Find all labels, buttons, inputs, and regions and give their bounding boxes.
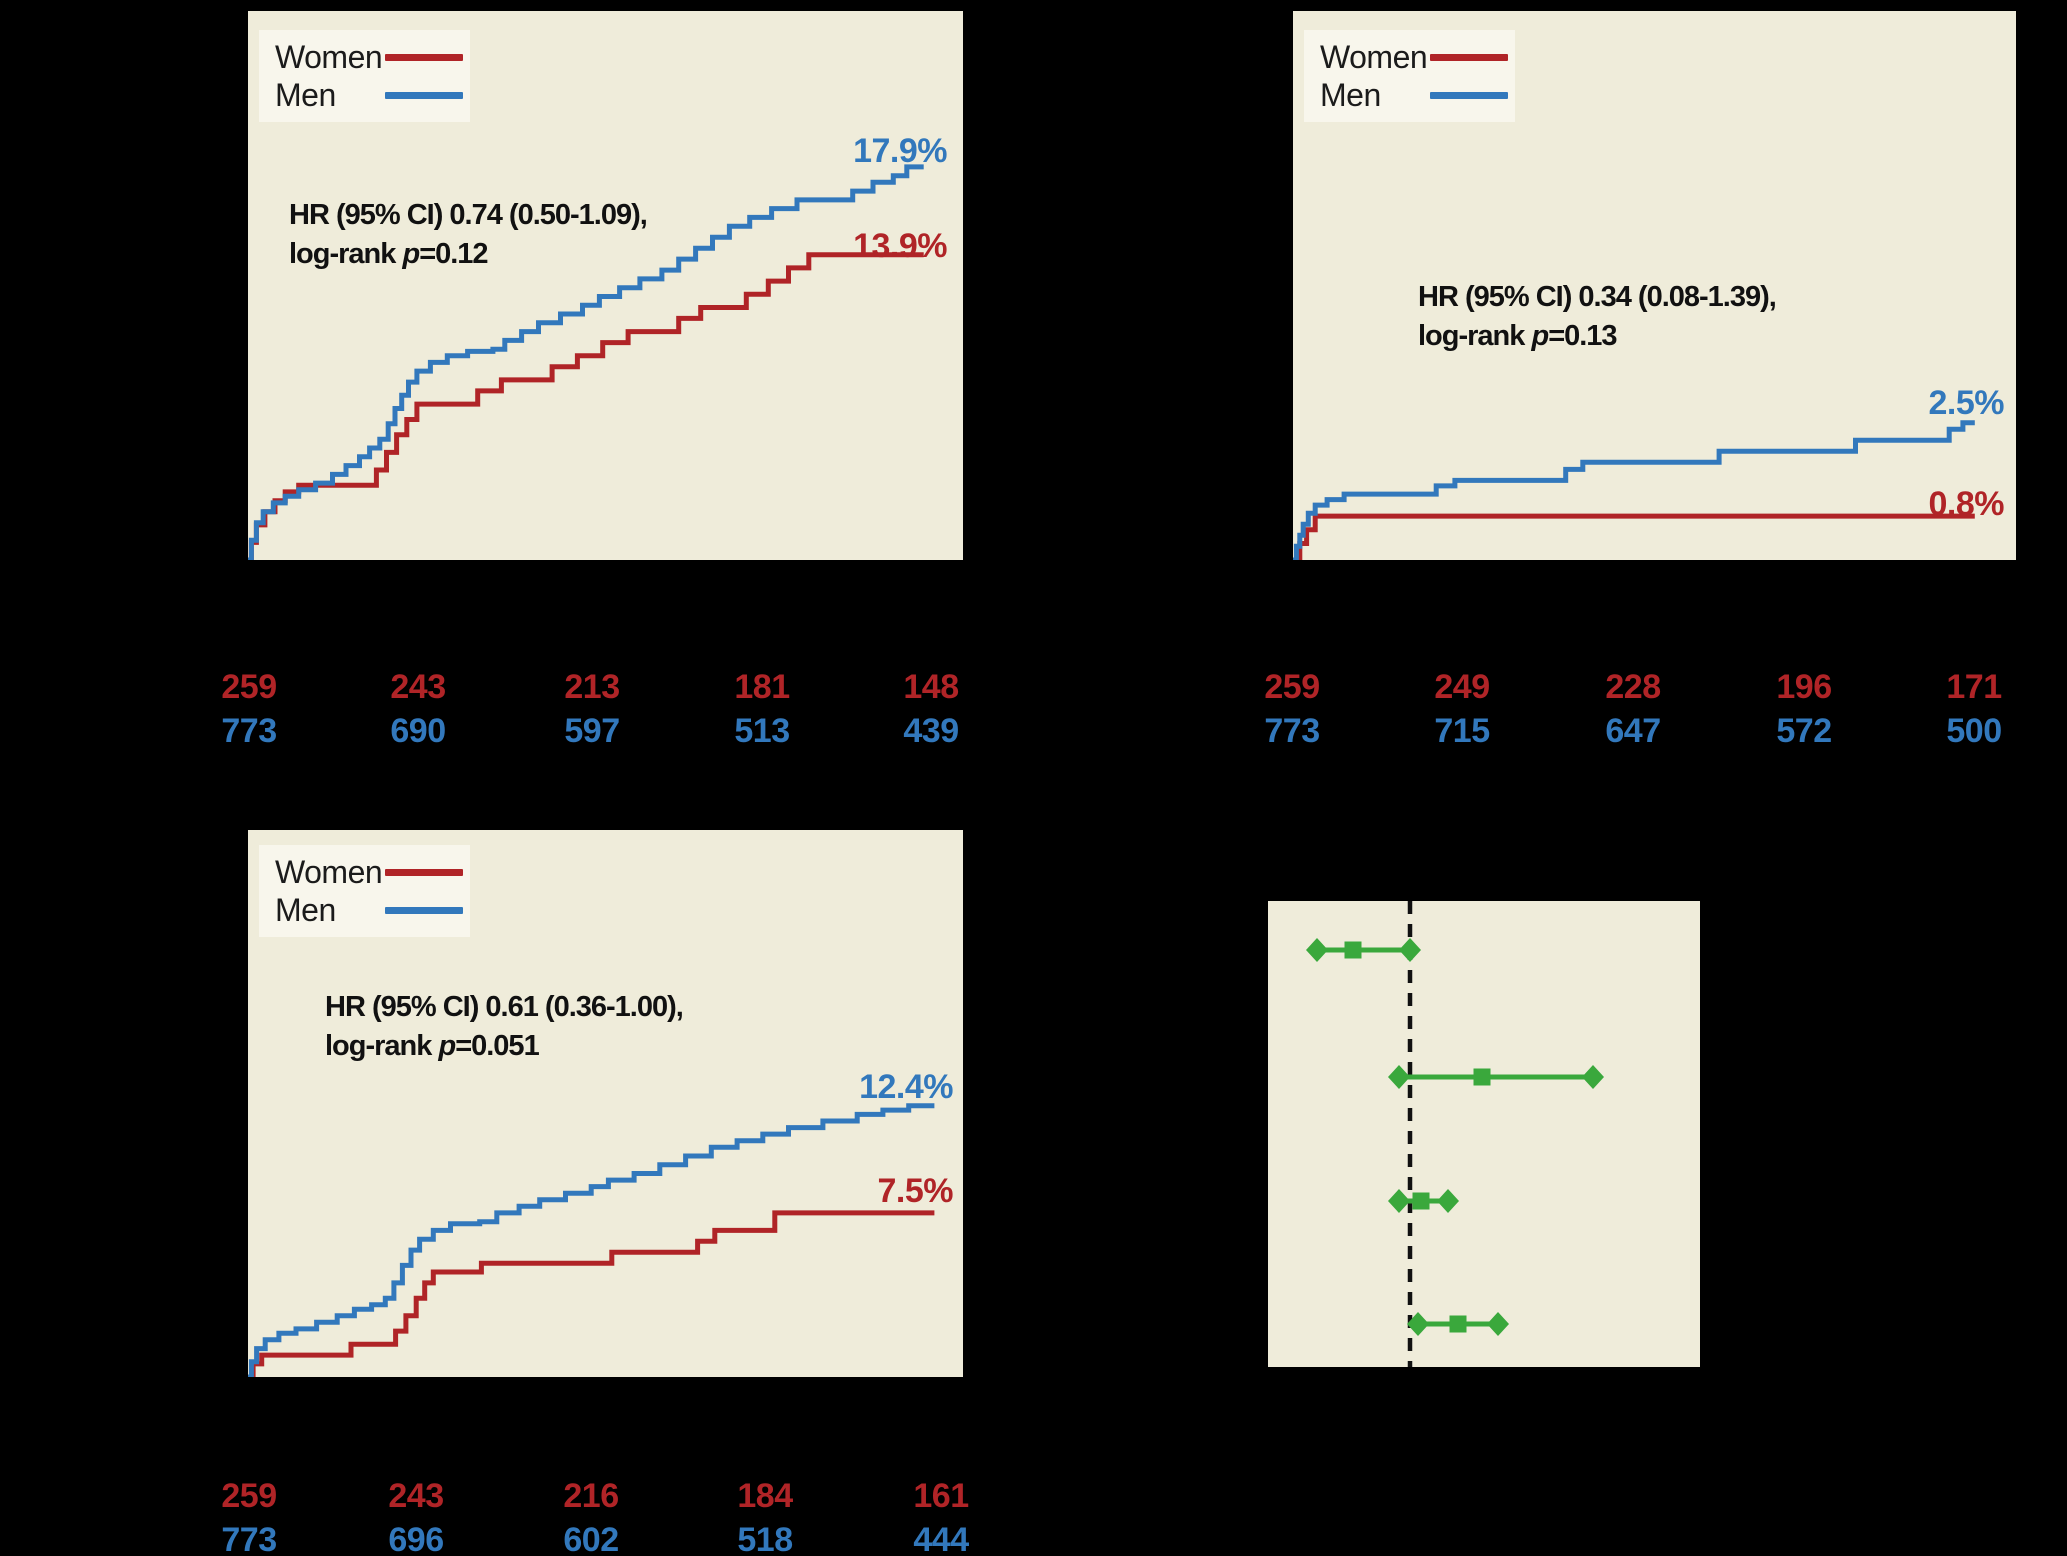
hr-p-symbol: p [402,238,420,270]
legend-row-men: Men [1320,76,1515,114]
at-risk-count-women: 216 [563,1477,619,1515]
at-risk-count-women: 213 [564,668,620,706]
point-estimate-square-icon [1473,1068,1491,1086]
at-risk-count-women: 243 [390,668,446,706]
hr-annotation-bottom-left: HR (95% CI) 0.61 (0.36-1.00), log-rank p… [325,988,684,1066]
hr-annotation-top-right: HR (95% CI) 0.34 (0.08-1.39), log-rank p… [1418,278,1777,356]
km-curve-women [248,252,924,560]
legend-bottom-left: Women Men [259,845,470,937]
legend-row-women: Women [275,853,470,891]
hr-p-value: =0.051 [455,1030,540,1062]
hr-line2-prefix: log-rank [1418,320,1532,352]
ci-bound-diamond-icon [1388,1189,1410,1213]
men-endpoint-pct-top-right: 2.5% [1928,384,2005,422]
at-risk-count-men: 572 [1776,712,1832,750]
at-risk-count-men: 647 [1605,712,1661,750]
at-risk-count-men: 444 [913,1521,969,1556]
ci-bound-diamond-icon [1388,1065,1410,1089]
legend-men-label: Men [275,891,336,928]
point-estimate-square-icon [1412,1192,1430,1210]
km-curve-women [248,1210,935,1377]
legend-row-men: Men [275,891,470,929]
legend-men-label: Men [275,76,336,113]
at-risk-count-women: 171 [1946,668,2002,706]
forest-plot-markers [1306,901,1604,1367]
women-line-swatch-icon [1430,53,1508,61]
point-estimate-square-icon [1449,1315,1467,1333]
men-line-swatch-icon [385,906,463,914]
km-curve-women [1293,513,1975,560]
hr-line2-prefix: log-rank [325,1030,439,1062]
ci-bound-diamond-icon [1487,1312,1509,1336]
women-line-swatch-icon [385,53,463,61]
km-curve-men [1293,420,1975,560]
at-risk-count-men: 773 [221,1521,277,1556]
at-risk-count-men: 439 [903,712,959,750]
legend-row-women: Women [275,38,470,76]
men-line-swatch-icon [385,91,463,99]
at-risk-count-women: 184 [737,1477,793,1515]
hr-p-symbol: p [438,1030,456,1062]
legend-men-label: Men [1320,76,1381,113]
km-curve-men [248,164,924,560]
ci-bound-diamond-icon [1306,938,1328,962]
at-risk-count-women: 161 [913,1477,969,1515]
at-risk-count-men: 773 [221,712,277,750]
hr-line1: HR (95% CI) 0.74 (0.50-1.09), [289,199,648,231]
at-risk-count-men: 597 [564,712,620,750]
km-panel-bottom-left: Women Men HR (95% CI) 0.61 (0.36-1.00), … [248,830,963,1377]
at-risk-count-women: 243 [388,1477,444,1515]
km-panel-top-left: Women Men HR (95% CI) 0.74 (0.50-1.09), … [248,11,963,560]
at-risk-count-women: 259 [1264,668,1320,706]
women-endpoint-pct-bottom-left: 7.5% [877,1172,954,1210]
hr-line1: HR (95% CI) 0.61 (0.36-1.00), [325,991,684,1023]
km-curves-top-left [248,164,924,560]
at-risk-count-women: 181 [734,668,790,706]
legend-women-label: Women [1320,38,1428,75]
km-curves-top-right [1293,420,1975,560]
ci-bound-diamond-icon [1399,938,1421,962]
women-line-swatch-icon [385,868,463,876]
at-risk-count-men: 518 [737,1521,793,1556]
legend-top-right: Women Men [1304,30,1515,122]
km-curve-men [248,1103,935,1377]
at-risk-count-men: 715 [1434,712,1490,750]
ci-bound-diamond-icon [1437,1189,1459,1213]
at-risk-count-women: 196 [1776,668,1832,706]
forest-plot-panel [1268,901,1700,1367]
legend-women-label: Women [275,38,383,75]
men-endpoint-pct-bottom-left: 12.4% [859,1068,953,1106]
ci-bound-diamond-icon [1582,1065,1604,1089]
women-endpoint-pct-top-right: 0.8% [1928,485,2005,523]
ci-bound-diamond-icon [1407,1312,1429,1336]
at-risk-count-women: 148 [903,668,959,706]
at-risk-count-women: 228 [1605,668,1661,706]
hr-annotation-top-left: HR (95% CI) 0.74 (0.50-1.09), log-rank p… [289,196,648,274]
at-risk-count-men: 696 [388,1521,444,1556]
legend-top-left: Women Men [259,30,470,122]
hr-line2-prefix: log-rank [289,238,403,270]
at-risk-count-men: 602 [563,1521,619,1556]
legend-row-women: Women [1320,38,1515,76]
at-risk-count-women: 259 [221,1477,277,1515]
hr-line1: HR (95% CI) 0.34 (0.08-1.39), [1418,281,1777,313]
at-risk-count-women: 259 [221,668,277,706]
legend-women-label: Women [275,853,383,890]
hr-p-value: =0.13 [1548,320,1617,352]
at-risk-count-men: 500 [1946,712,2002,750]
at-risk-count-women: 249 [1434,668,1490,706]
at-risk-count-men: 513 [734,712,790,750]
hr-p-symbol: p [1531,320,1549,352]
legend-row-men: Men [275,76,470,114]
point-estimate-square-icon [1344,941,1362,959]
men-endpoint-pct-top-left: 17.9% [853,132,947,170]
at-risk-count-men: 690 [390,712,446,750]
km-curves-bottom-left [248,1103,935,1377]
hr-p-value: =0.12 [419,238,488,270]
women-endpoint-pct-top-left: 13.9% [853,227,947,265]
at-risk-count-men: 773 [1264,712,1320,750]
men-line-swatch-icon [1430,91,1508,99]
km-panel-top-right: Women Men HR (95% CI) 0.34 (0.08-1.39), … [1293,11,2016,560]
